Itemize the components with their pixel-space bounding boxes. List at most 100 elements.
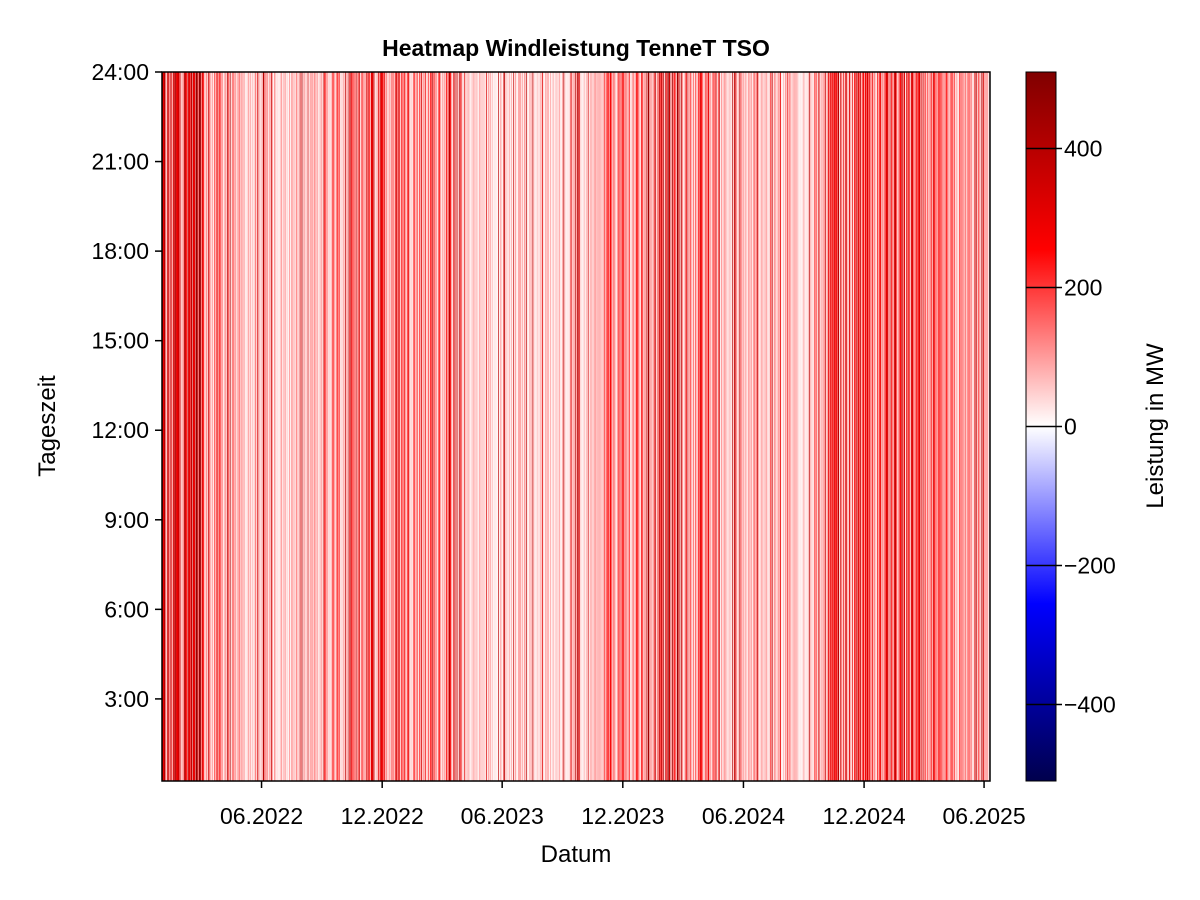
heatmap-day-column <box>690 72 692 781</box>
heatmap-day-column <box>734 72 736 781</box>
heatmap-day-column <box>702 72 704 781</box>
heatmap-day-column <box>659 72 661 781</box>
heatmap-day-column <box>232 72 234 781</box>
heatmap-day-column <box>355 72 357 781</box>
heatmap-day-column <box>962 72 964 781</box>
heatmap-day-column <box>901 72 903 781</box>
heatmap-day-column <box>904 72 906 781</box>
heatmap-day-column <box>649 72 651 781</box>
heatmap-day-column <box>899 72 901 781</box>
heatmap-day-column <box>556 72 558 781</box>
heatmap-day-column <box>309 72 311 781</box>
heatmap-day-column <box>753 72 755 781</box>
heatmap-day-column <box>562 72 564 781</box>
heatmap-day-column <box>672 72 674 781</box>
heatmap-day-column <box>684 72 686 781</box>
heatmap-day-column <box>638 72 640 781</box>
heatmap-day-column <box>970 72 972 781</box>
heatmap-day-column <box>764 72 766 781</box>
heatmap-day-column <box>212 72 214 781</box>
heatmap-day-column <box>376 72 378 781</box>
heatmap-day-column <box>699 72 701 781</box>
heatmap-day-column <box>571 72 573 781</box>
heatmap-day-column <box>403 72 405 781</box>
heatmap-day-column <box>582 72 584 781</box>
heatmap-day-column <box>465 72 467 781</box>
heatmap-day-column <box>980 72 982 781</box>
heatmap-day-column <box>755 72 757 781</box>
heatmap-day-column <box>171 72 173 781</box>
heatmap-day-column <box>984 72 986 781</box>
heatmap-day-column <box>879 72 881 781</box>
heatmap-day-column <box>635 72 637 781</box>
heatmap-day-column <box>235 72 237 781</box>
heatmap-day-column <box>711 72 713 781</box>
heatmap-day-column <box>885 72 887 781</box>
heatmap-day-column <box>596 72 598 781</box>
heatmap-day-column <box>428 72 430 781</box>
heatmap-day-column <box>305 72 307 781</box>
heatmap-day-column <box>284 72 286 781</box>
heatmap-day-column <box>667 72 669 781</box>
heatmap-day-column <box>797 72 799 781</box>
heatmap-day-column <box>682 72 684 781</box>
heatmap-day-column <box>576 72 578 781</box>
heatmap-day-column <box>163 72 165 781</box>
heatmap-day-column <box>616 72 618 781</box>
heatmap-day-column <box>585 72 587 781</box>
heatmap-day-column <box>626 72 628 781</box>
heatmap-day-column <box>337 72 339 781</box>
heatmap-day-column <box>564 72 566 781</box>
heatmap-day-column <box>957 72 959 781</box>
heatmap-day-column <box>852 72 854 781</box>
heatmap-day-column <box>365 72 367 781</box>
heatmap-day-column <box>873 72 875 781</box>
heatmap-day-column <box>890 72 892 781</box>
heatmap-day-column <box>241 72 243 781</box>
heatmap-day-column <box>402 72 404 781</box>
heatmap-day-column <box>792 72 794 781</box>
heatmap-day-column <box>535 72 537 781</box>
heatmap-day-column <box>844 72 846 781</box>
heatmap-day-column <box>236 72 238 781</box>
heatmap-day-column <box>434 72 436 781</box>
heatmap-day-column <box>431 72 433 781</box>
heatmap-day-column <box>400 72 402 781</box>
heatmap-day-column <box>533 72 535 781</box>
heatmap-day-column <box>423 72 425 781</box>
heatmap-day-column <box>215 72 217 781</box>
heatmap-day-column <box>369 72 371 781</box>
heatmap-day-column <box>674 72 676 781</box>
heatmap-day-column <box>834 72 836 781</box>
heatmap-day-column <box>410 72 412 781</box>
heatmap-day-column <box>270 72 272 781</box>
heatmap-day-column <box>341 72 343 781</box>
heatmap-day-column <box>252 72 254 781</box>
heatmap-day-column <box>388 72 390 781</box>
heatmap-day-column <box>221 72 223 781</box>
heatmap-day-column <box>218 72 220 781</box>
heatmap-day-column <box>448 72 450 781</box>
heatmap-day-column <box>608 72 610 781</box>
heatmap-day-column <box>272 72 274 781</box>
heatmap-day-column <box>858 72 860 781</box>
heatmap-day-column <box>842 72 844 781</box>
heatmap-day-column <box>698 72 700 781</box>
heatmap-day-column <box>578 72 580 781</box>
heatmap-day-column <box>933 72 935 781</box>
heatmap-day-column <box>749 72 751 781</box>
heatmap-day-column <box>779 72 781 781</box>
heatmap-day-column <box>710 72 712 781</box>
heatmap-day-column <box>835 72 837 781</box>
heatmap-day-column <box>795 72 797 781</box>
heatmap-day-column <box>189 72 191 781</box>
heatmap-day-column <box>318 72 320 781</box>
heatmap-day-column <box>660 72 662 781</box>
heatmap-day-column <box>210 72 212 781</box>
heatmap-day-column <box>796 72 798 781</box>
heatmap-day-column <box>935 72 937 781</box>
heatmap-day-column <box>618 72 620 781</box>
heatmap-day-column <box>665 72 667 781</box>
heatmap-day-column <box>804 72 806 781</box>
heatmap-day-column <box>726 72 728 781</box>
